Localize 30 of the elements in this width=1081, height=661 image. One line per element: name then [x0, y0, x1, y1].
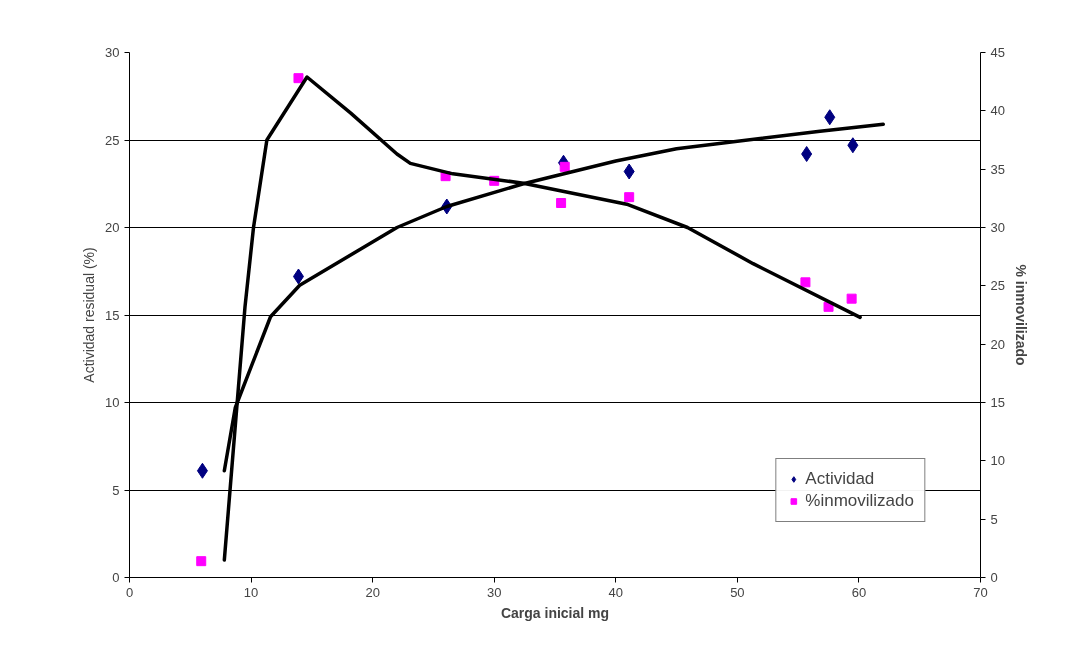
y-tick-label: 15 [105, 307, 120, 323]
y-tick-label: 30 [105, 45, 120, 60]
y2-tick-label: 15 [990, 395, 1005, 410]
x-tick-label: 40 [608, 584, 624, 600]
y2-tick-label: 5 [990, 511, 998, 527]
y2-tick-label: 45 [990, 45, 1005, 60]
y2-tick-label: 40 [990, 103, 1005, 119]
y2-tick-label: 30 [990, 220, 1005, 235]
y2-tick-label: 10 [990, 453, 1005, 469]
y-axis-title: Actividad residual (%) [81, 247, 98, 383]
y-tick-label: 10 [105, 395, 120, 410]
x-tick-label: 10 [243, 584, 259, 600]
y-tick-label: 20 [105, 220, 120, 235]
y-tick-label: 25 [105, 132, 120, 148]
legend-label: %inmovilizado [805, 491, 914, 511]
y2-axis-title: % inmovilizado [1012, 264, 1029, 366]
y-tick-label: 5 [112, 482, 120, 498]
y2-tick-label: 0 [990, 570, 998, 585]
x-tick-label: 30 [486, 584, 502, 600]
y2-tick-label: 35 [990, 161, 1005, 177]
x-axis-title: Carga inicial mg [500, 604, 610, 621]
y2-tick-label: 20 [990, 336, 1005, 352]
legend-label: Actividad [805, 469, 875, 489]
y-tick-label: 0 [112, 570, 120, 585]
x-tick-label: 0 [125, 584, 134, 600]
x-tick-label: 60 [851, 584, 867, 600]
x-tick-label: 20 [365, 584, 380, 600]
x-tick-label: 50 [730, 584, 745, 600]
x-tick-label: 70 [973, 584, 988, 600]
y2-tick-label: 25 [990, 278, 1005, 294]
